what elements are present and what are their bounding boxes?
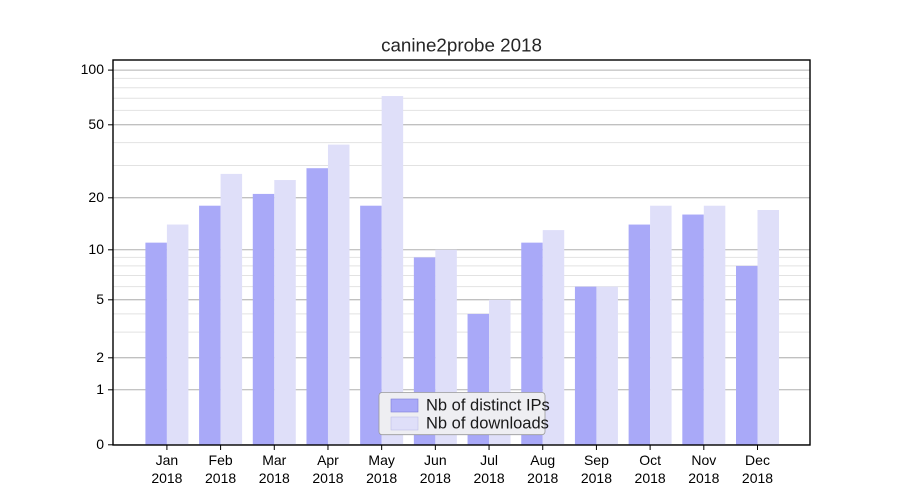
svg-text:2018: 2018: [312, 470, 343, 486]
svg-text:2018: 2018: [742, 470, 773, 486]
svg-text:2018: 2018: [366, 470, 397, 486]
svg-text:canine2probe 2018: canine2probe 2018: [381, 34, 542, 55]
svg-text:Dec: Dec: [745, 452, 770, 468]
svg-text:2018: 2018: [151, 470, 182, 486]
svg-text:Nb of downloads: Nb of downloads: [426, 415, 549, 433]
svg-text:Jun: Jun: [424, 452, 447, 468]
svg-text:Jan: Jan: [156, 452, 179, 468]
svg-text:2018: 2018: [420, 470, 451, 486]
svg-text:20: 20: [88, 189, 104, 205]
svg-text:5: 5: [96, 291, 104, 307]
svg-text:2018: 2018: [635, 470, 666, 486]
svg-text:Nov: Nov: [691, 452, 716, 468]
svg-text:10: 10: [88, 241, 104, 257]
svg-text:2018: 2018: [259, 470, 290, 486]
svg-text:Jul: Jul: [480, 452, 498, 468]
svg-text:Mar: Mar: [262, 452, 286, 468]
svg-text:2018: 2018: [205, 470, 236, 486]
svg-text:Sep: Sep: [584, 452, 609, 468]
svg-text:May: May: [368, 452, 394, 468]
svg-text:100: 100: [81, 61, 105, 77]
svg-text:Nb of distinct IPs: Nb of distinct IPs: [426, 397, 550, 415]
svg-text:1: 1: [96, 381, 104, 397]
svg-text:0: 0: [96, 436, 104, 452]
svg-text:Feb: Feb: [209, 452, 233, 468]
svg-text:50: 50: [88, 116, 104, 132]
svg-text:2018: 2018: [473, 470, 504, 486]
svg-text:Aug: Aug: [530, 452, 555, 468]
svg-text:2018: 2018: [527, 470, 558, 486]
svg-text:2018: 2018: [581, 470, 612, 486]
svg-text:Oct: Oct: [639, 452, 661, 468]
svg-text:2018: 2018: [688, 470, 719, 486]
svg-text:2: 2: [96, 349, 104, 365]
svg-text:Apr: Apr: [317, 452, 339, 468]
